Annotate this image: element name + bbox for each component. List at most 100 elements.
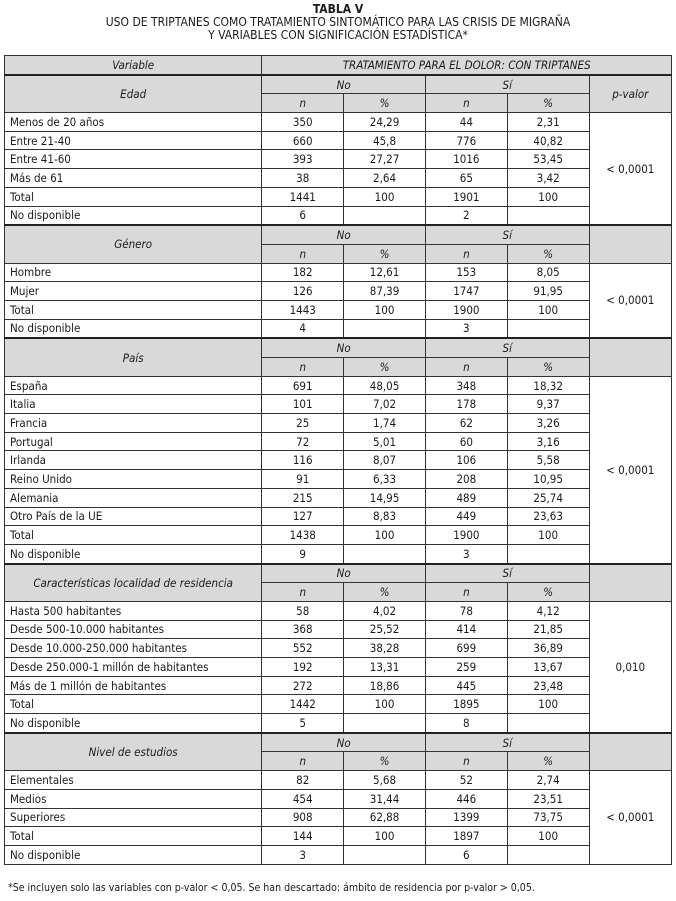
no-pct: 100 bbox=[343, 694, 426, 715]
si-pct: 3,42 bbox=[506, 168, 590, 188]
table-row: Elementales 82 5,68 52 2,74 < 0,0001 bbox=[3, 770, 673, 865]
no-pct: 5,01 bbox=[343, 431, 426, 452]
row-label: No disponible bbox=[3, 713, 263, 734]
si-pct: 2,74 bbox=[506, 770, 590, 790]
pct-header: % bbox=[343, 357, 426, 377]
no-n: 58 bbox=[261, 600, 345, 621]
si-pct: 18,32 bbox=[506, 375, 590, 396]
section-label: Nivel de estudios bbox=[3, 731, 263, 772]
no-n: 9 bbox=[261, 543, 345, 565]
row-label: No disponible bbox=[3, 318, 263, 339]
no-pct: 8,07 bbox=[343, 450, 426, 471]
row-label: Medios bbox=[3, 788, 263, 809]
si-n: 1901 bbox=[424, 186, 508, 207]
no-pct: 4,02 bbox=[343, 600, 426, 621]
table-row: No disponible 6 2 bbox=[3, 205, 672, 226]
no-n: 215 bbox=[261, 487, 345, 508]
si-n: 1399 bbox=[424, 807, 508, 828]
no-pct: 100 bbox=[343, 826, 426, 846]
pct-header: % bbox=[506, 243, 590, 264]
treatment-header: TRATAMIENTO PARA EL DOLOR: CON TRIPTANES bbox=[261, 54, 672, 76]
si-group-header: Sí bbox=[424, 562, 590, 584]
no-pct: 18,86 bbox=[343, 675, 426, 696]
row-label: Italia bbox=[3, 394, 263, 415]
table-row: Total 1441 100 1901 100 bbox=[3, 186, 672, 207]
si-pct: 100 bbox=[506, 525, 590, 545]
section-subheader-row: n% n% bbox=[5, 93, 672, 114]
table-row: Desde 250.000-1 millón de habitantes 192 1… bbox=[3, 657, 672, 677]
section-header-row: Características localidad de residencia N… bbox=[3, 562, 673, 602]
table-row: Más de 1 millón de habitantes 272 18,86 445… bbox=[3, 675, 672, 696]
si-n: 1900 bbox=[424, 525, 508, 545]
si-pct bbox=[506, 844, 590, 865]
si-pct: 40,82 bbox=[506, 130, 590, 151]
si-n: 3 bbox=[424, 318, 508, 339]
si-pct: 100 bbox=[506, 299, 590, 320]
row-label: España bbox=[3, 375, 263, 396]
table-row: Total 1443 100 1900 100 bbox=[3, 299, 672, 320]
no-pct: 100 bbox=[343, 525, 426, 545]
pvalue-header: p-valor bbox=[588, 73, 673, 114]
table-row: Hasta 500 habitantes 58 4,02 78 4,12 0,010 bbox=[3, 600, 673, 734]
no-n: 1441 bbox=[261, 186, 345, 207]
no-pct: 7,02 bbox=[343, 394, 426, 415]
no-pct bbox=[343, 844, 426, 865]
table-row: Desde 500-10.000 habitantes 368 25,52 414 21… bbox=[3, 619, 672, 640]
table-row: Más de 61 38 2,64 65 3,42 bbox=[3, 168, 672, 188]
no-pct: 38,28 bbox=[343, 638, 426, 658]
table-row: Total 144 100 1897 100 bbox=[3, 826, 672, 846]
si-pct: 100 bbox=[506, 186, 590, 207]
si-n: 60 bbox=[424, 431, 508, 452]
no-pct: 25,52 bbox=[343, 619, 426, 640]
n-header: n bbox=[424, 93, 508, 114]
no-n: 116 bbox=[261, 450, 345, 471]
pct-header: % bbox=[506, 751, 590, 772]
si-n: 1897 bbox=[424, 826, 508, 846]
no-n: 38 bbox=[261, 168, 345, 188]
si-n: 699 bbox=[424, 638, 508, 658]
si-n: 52 bbox=[424, 770, 508, 790]
no-group-header: No bbox=[261, 562, 426, 584]
si-n: 446 bbox=[424, 788, 508, 809]
no-n: 350 bbox=[261, 112, 345, 132]
no-n: 72 bbox=[261, 431, 345, 452]
table-row: Desde 10.000-250.000 habitantes 552 38,28 6… bbox=[3, 638, 672, 658]
table-row: Hombre 182 12,61 153 8,05 < 0,0001 bbox=[3, 262, 673, 339]
footnote: *Se incluyen solo las variables con p-va… bbox=[8, 882, 535, 894]
table-number: TABLA V bbox=[312, 2, 364, 16]
table-row: No disponible 5 8 bbox=[3, 713, 672, 734]
table-row: Total 1442 100 1895 100 bbox=[3, 694, 672, 715]
section-subheader-row: n% n% bbox=[5, 357, 672, 377]
row-label: Más de 61 bbox=[3, 168, 263, 188]
no-n: 368 bbox=[261, 619, 345, 640]
no-n: 691 bbox=[261, 375, 345, 396]
no-group-header: No bbox=[261, 73, 426, 95]
row-label: Otro País de la UE bbox=[3, 506, 263, 527]
si-n: 2 bbox=[424, 205, 508, 226]
si-n: 106 bbox=[424, 450, 508, 471]
no-n: 1438 bbox=[261, 525, 345, 545]
row-label: Total bbox=[3, 299, 263, 320]
si-n: 445 bbox=[424, 675, 508, 696]
pvalue-cell: 0,010 bbox=[588, 600, 673, 734]
table-title-line1: USO DE TRIPTANES COMO TRATAMIENTO SINTOM… bbox=[105, 15, 571, 29]
no-n: 101 bbox=[261, 394, 345, 415]
no-n: 6 bbox=[261, 205, 345, 226]
si-pct: 23,51 bbox=[506, 788, 590, 809]
table-row: Entre 21-40 660 45,8 776 40,82 bbox=[3, 130, 672, 151]
si-n: 1895 bbox=[424, 694, 508, 715]
section-header-row: País No Sí bbox=[3, 337, 673, 377]
n-header: n bbox=[424, 751, 508, 772]
section-label: Edad bbox=[3, 73, 263, 114]
table-row: Entre 41-60 393 27,27 1016 53,45 bbox=[3, 149, 672, 170]
no-pct: 24,29 bbox=[343, 112, 426, 132]
pct-header: % bbox=[506, 93, 590, 114]
si-pct: 4,12 bbox=[506, 600, 590, 621]
si-n: 259 bbox=[424, 657, 508, 677]
si-pct: 13,67 bbox=[506, 657, 590, 677]
si-pct: 5,58 bbox=[506, 450, 590, 471]
no-pct: 1,74 bbox=[343, 413, 426, 433]
n-header: n bbox=[424, 357, 508, 377]
si-n: 65 bbox=[424, 168, 508, 188]
no-n: 552 bbox=[261, 638, 345, 658]
